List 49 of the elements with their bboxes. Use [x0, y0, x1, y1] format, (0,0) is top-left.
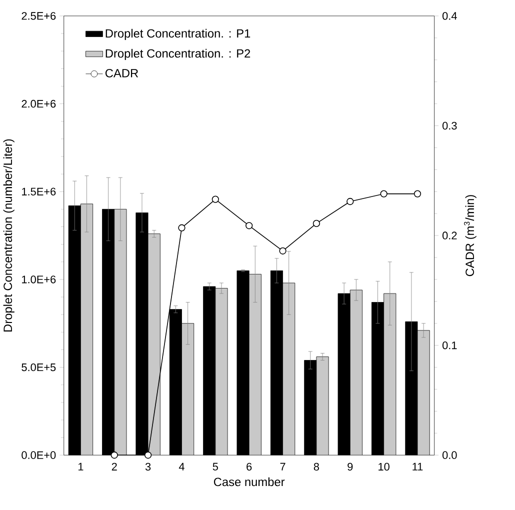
- point: [279, 247, 286, 255]
- legend-label: Droplet Concentration. : P2: [106, 48, 250, 60]
- bar: [350, 290, 362, 456]
- x-tick-label: 5: [212, 462, 218, 471]
- point: [144, 452, 152, 459]
- y-axis-title: Droplet Concentration (number/Liter): [3, 139, 14, 332]
- y-tick-label: 1.0E+6: [22, 276, 56, 284]
- bar: [249, 274, 262, 456]
- bar: [148, 234, 160, 456]
- point: [178, 224, 186, 232]
- point: [414, 190, 422, 198]
- x-axis-title: Case number: [214, 477, 285, 486]
- y2-tick-label: 0.0: [442, 451, 457, 460]
- x-tick-label: 7: [280, 462, 286, 470]
- y-tick-label: 2.0E+6: [22, 100, 56, 108]
- point: [212, 196, 219, 203]
- point: [246, 222, 253, 230]
- x-tick-label: 2: [112, 462, 117, 471]
- bar: [114, 209, 126, 456]
- point: [312, 220, 320, 228]
- y2-tick-label: 0.2: [442, 232, 457, 240]
- point: [110, 452, 118, 459]
- bar: [282, 283, 295, 456]
- legend-label: Droplet Concentration. : P1: [106, 28, 250, 40]
- x-tick-label: 11: [412, 462, 423, 470]
- x-tick-label: 9: [348, 462, 353, 471]
- x-tick-label: 1: [78, 462, 84, 470]
- y-tick-label: 1.5E+6: [22, 188, 56, 196]
- bar: [417, 330, 430, 456]
- point: [380, 190, 388, 198]
- bar: [384, 294, 396, 456]
- x-tick-label: 4: [178, 462, 184, 470]
- y2-tick-label: 0.1: [442, 342, 457, 350]
- bar: [215, 288, 228, 456]
- x-tick-label: 8: [314, 462, 320, 471]
- x-tick-label: 10: [378, 462, 390, 471]
- bar: [80, 204, 93, 456]
- y-tick-label: 5.0E+5: [22, 363, 56, 372]
- y2-tick-label: 0.4: [442, 12, 457, 20]
- bar: [316, 356, 329, 456]
- x-tick-label: 6: [246, 462, 252, 471]
- y2-axis-title: CADR (m$^{3}$/min): [464, 195, 476, 276]
- y-tick-label: 2.5E+6: [22, 12, 56, 20]
- point: [346, 198, 354, 206]
- bar: [182, 323, 194, 456]
- y-tick-label: 0.0E+0: [22, 451, 56, 460]
- y2-tick-label: 0.3: [442, 122, 457, 130]
- legend-label: CADR: [105, 69, 138, 78]
- x-tick-label: 3: [145, 462, 151, 471]
